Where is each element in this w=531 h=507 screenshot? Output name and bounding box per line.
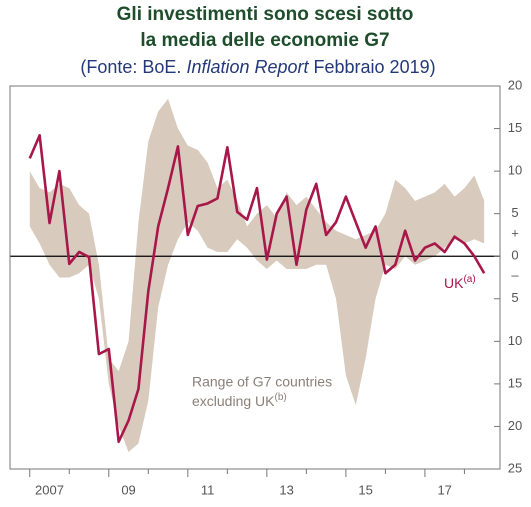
x-tick-label: 13 <box>279 482 293 497</box>
y-tick-label: 10 <box>508 333 522 348</box>
x-tick-label: 2007 <box>35 482 64 497</box>
chart-subtitle: (Fonte: BoE. Inflation Report Febbraio 201… <box>80 57 435 77</box>
series-name: UK <box>444 275 464 291</box>
series-sup: (a) <box>463 274 475 285</box>
band-label: Range of G7 countries <box>192 374 332 390</box>
y-tick-label: 0 <box>511 248 518 263</box>
chart-title: Gli investimenti sono scesi sotto <box>117 4 414 25</box>
y-tick-label: 20 <box>508 418 522 433</box>
plot-frame <box>9 85 501 470</box>
x-tick-label: 15 <box>358 482 372 497</box>
y-tick-label: 10 <box>508 163 522 178</box>
range-band <box>29 98 485 452</box>
y-tick-label: 5 <box>511 205 518 220</box>
subtitle-part: (Fonte: BoE. <box>80 57 181 77</box>
x-tick-label: 11 <box>201 482 215 497</box>
y-tick-label: 5 <box>511 290 518 305</box>
y-tick-label: 20 <box>508 77 522 92</box>
subtitle-part: Febbraio 2019) <box>314 57 436 77</box>
band-sup: (b) <box>275 392 287 403</box>
y-tick-label: 15 <box>508 375 522 390</box>
uk-line <box>28 134 486 444</box>
band-label: excluding UK(b) <box>192 392 287 409</box>
y-tick-label: 25 <box>508 460 522 475</box>
chart-title: la media delle economie G7 <box>140 30 389 51</box>
sign-label: – <box>511 268 519 283</box>
x-tick-label: 17 <box>437 482 451 497</box>
sign-label: + <box>511 226 519 241</box>
x-tick-label: 09 <box>121 482 135 497</box>
y-tick-label: 15 <box>508 120 522 135</box>
band-name: excluding UK <box>192 393 275 409</box>
series-label: UK(a) <box>444 274 476 291</box>
subtitle-part: Inflation Report <box>186 57 309 77</box>
